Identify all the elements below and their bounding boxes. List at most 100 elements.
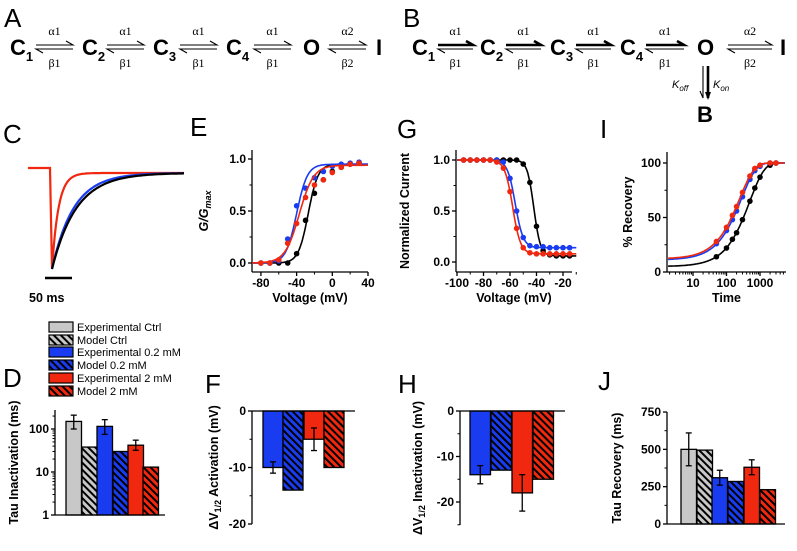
data-point-ctrl: [520, 161, 527, 167]
forward-arrow: [329, 40, 369, 46]
panel-label-F: F: [205, 369, 221, 399]
chart-D: 1 10 100 Tau Inactivation (ms): [7, 400, 165, 525]
chart-C-current-traces: 50 ms: [28, 166, 184, 305]
data-point-high: [320, 177, 327, 183]
fit-line-ctrl: [252, 163, 368, 264]
data-point-high: [487, 157, 493, 163]
forward-rate: α1: [587, 24, 599, 38]
data-point-high: [553, 251, 560, 257]
forward-arrow: [180, 40, 220, 46]
legend-item: Model Ctrl: [48, 334, 127, 347]
y-tick-label: 1.0: [433, 153, 450, 167]
y-tick-label: 100: [641, 156, 661, 170]
data-point-high: [329, 169, 336, 176]
backward-rate: β1: [517, 56, 529, 70]
y-tick-label: 0: [654, 265, 661, 279]
data-point-high: [493, 159, 500, 165]
data-point-high: [293, 220, 300, 227]
data-point-ctrl: [752, 185, 758, 191]
panel-label-I: I: [600, 114, 607, 144]
data-point-high: [500, 165, 507, 171]
x-tick-label: -60: [501, 276, 519, 290]
data-point-high: [267, 260, 273, 266]
x-tick-label: -20: [554, 276, 572, 290]
forward-arrow: [646, 39, 689, 47]
backward-arrow: [503, 48, 541, 54]
data-point-low: [533, 243, 540, 250]
state-subscript: 1: [428, 49, 435, 64]
y-tick-label: 0: [447, 404, 454, 418]
data-point-low: [566, 244, 573, 251]
fit-line-low: [668, 162, 785, 261]
data-point-high: [757, 162, 763, 168]
y-tick-label: 10: [36, 465, 50, 479]
backward-arrow: [326, 48, 366, 54]
forward-arrow: [36, 40, 76, 46]
chart-E: -80 -40 0 40 0.0 0.5 1.0 Voltage (mV) G/Gmax: [197, 150, 375, 305]
y-axis-label: Tau Recovery (ms): [610, 413, 624, 524]
y-axis-label: Normalized Current: [398, 152, 412, 269]
legend-label: Experimental 0.2 mM: [77, 347, 181, 359]
data-point-high: [729, 212, 736, 219]
backward-rate: β1: [587, 56, 599, 70]
state-I: I: [376, 35, 382, 60]
legend-swatch: [48, 346, 74, 358]
data-point-high: [284, 240, 291, 247]
chart-H: 0 -10 -20 ΔV1/2 Inactivation (mV): [411, 401, 565, 535]
k-on-subscript: on: [720, 84, 729, 93]
legend-item: Model 0.2 mM: [48, 359, 147, 372]
x-tick-label: 0: [329, 276, 336, 290]
data-point-high: [773, 160, 779, 166]
fit-line-low: [457, 159, 577, 249]
forward-arrow: [506, 39, 546, 47]
y-axis-label: G/Gmax: [197, 190, 213, 232]
chart-J: 0 250 500 750 Tau Recovery (ms): [610, 405, 785, 531]
state-C4: C4: [226, 35, 250, 64]
y-tick-label: -20: [437, 495, 455, 509]
legend-item: Experimental 2 mM: [48, 372, 172, 385]
x-tick-label: 100: [716, 276, 736, 290]
backward-arrow: [435, 48, 473, 54]
data-point-high: [275, 257, 282, 263]
bar-model-2-mm: [323, 410, 345, 469]
y-tick-label: 50: [648, 211, 662, 225]
kinetic-scheme-A: C1 C2 C3 C4 O Iα1 β1 α1 β1 α1 β1 α1 β1 α2 β2: [10, 24, 382, 70]
backward-arrow: [104, 48, 144, 54]
panel-label-G: G: [397, 114, 417, 144]
state-I: I: [780, 35, 786, 60]
backward-arrow: [177, 48, 217, 54]
koff-arrow: [699, 66, 704, 99]
y-tick-label: 0: [239, 404, 246, 418]
data-point-high: [474, 157, 480, 163]
bar-model-0-2-mm: [282, 410, 304, 491]
bar-model-0-2-mm: [112, 450, 130, 516]
y-tick-label: 750: [641, 405, 661, 419]
data-point-high: [540, 251, 546, 257]
state-O: O: [697, 35, 714, 60]
y-axis-label: ΔV1/2 Activation (mV): [207, 405, 223, 530]
forward-rate: α1: [48, 24, 60, 38]
bar-experimental-2-mm: [743, 466, 761, 525]
bar-model-ctrl: [81, 446, 99, 516]
x-tick-label: -100: [445, 276, 469, 290]
data-point-low: [284, 236, 291, 242]
bar-experimental-2-mm: [127, 444, 145, 516]
y-tick-label: 500: [641, 442, 661, 456]
x-tick-label: 1000: [747, 276, 774, 290]
y-tick-label: 0.5: [229, 204, 246, 218]
state-subscript: 3: [566, 49, 573, 64]
data-point-low: [513, 208, 520, 214]
data-point-ctrl: [284, 260, 291, 266]
data-point-high: [460, 157, 467, 163]
y-axis-label: ΔV1/2 Inactivation (mV): [411, 401, 427, 535]
data-point-ctrl: [729, 236, 736, 243]
legend-label: Experimental Ctrl: [77, 322, 161, 334]
data-point-high: [480, 157, 487, 163]
state-C3: C3: [550, 35, 573, 64]
forward-arrow: [254, 40, 294, 46]
ylabel-subscript: 1/2: [417, 505, 427, 518]
k-on-label: Kon: [713, 79, 730, 93]
bar-model-2-mm: [759, 489, 777, 525]
data-point-ctrl: [507, 157, 513, 163]
